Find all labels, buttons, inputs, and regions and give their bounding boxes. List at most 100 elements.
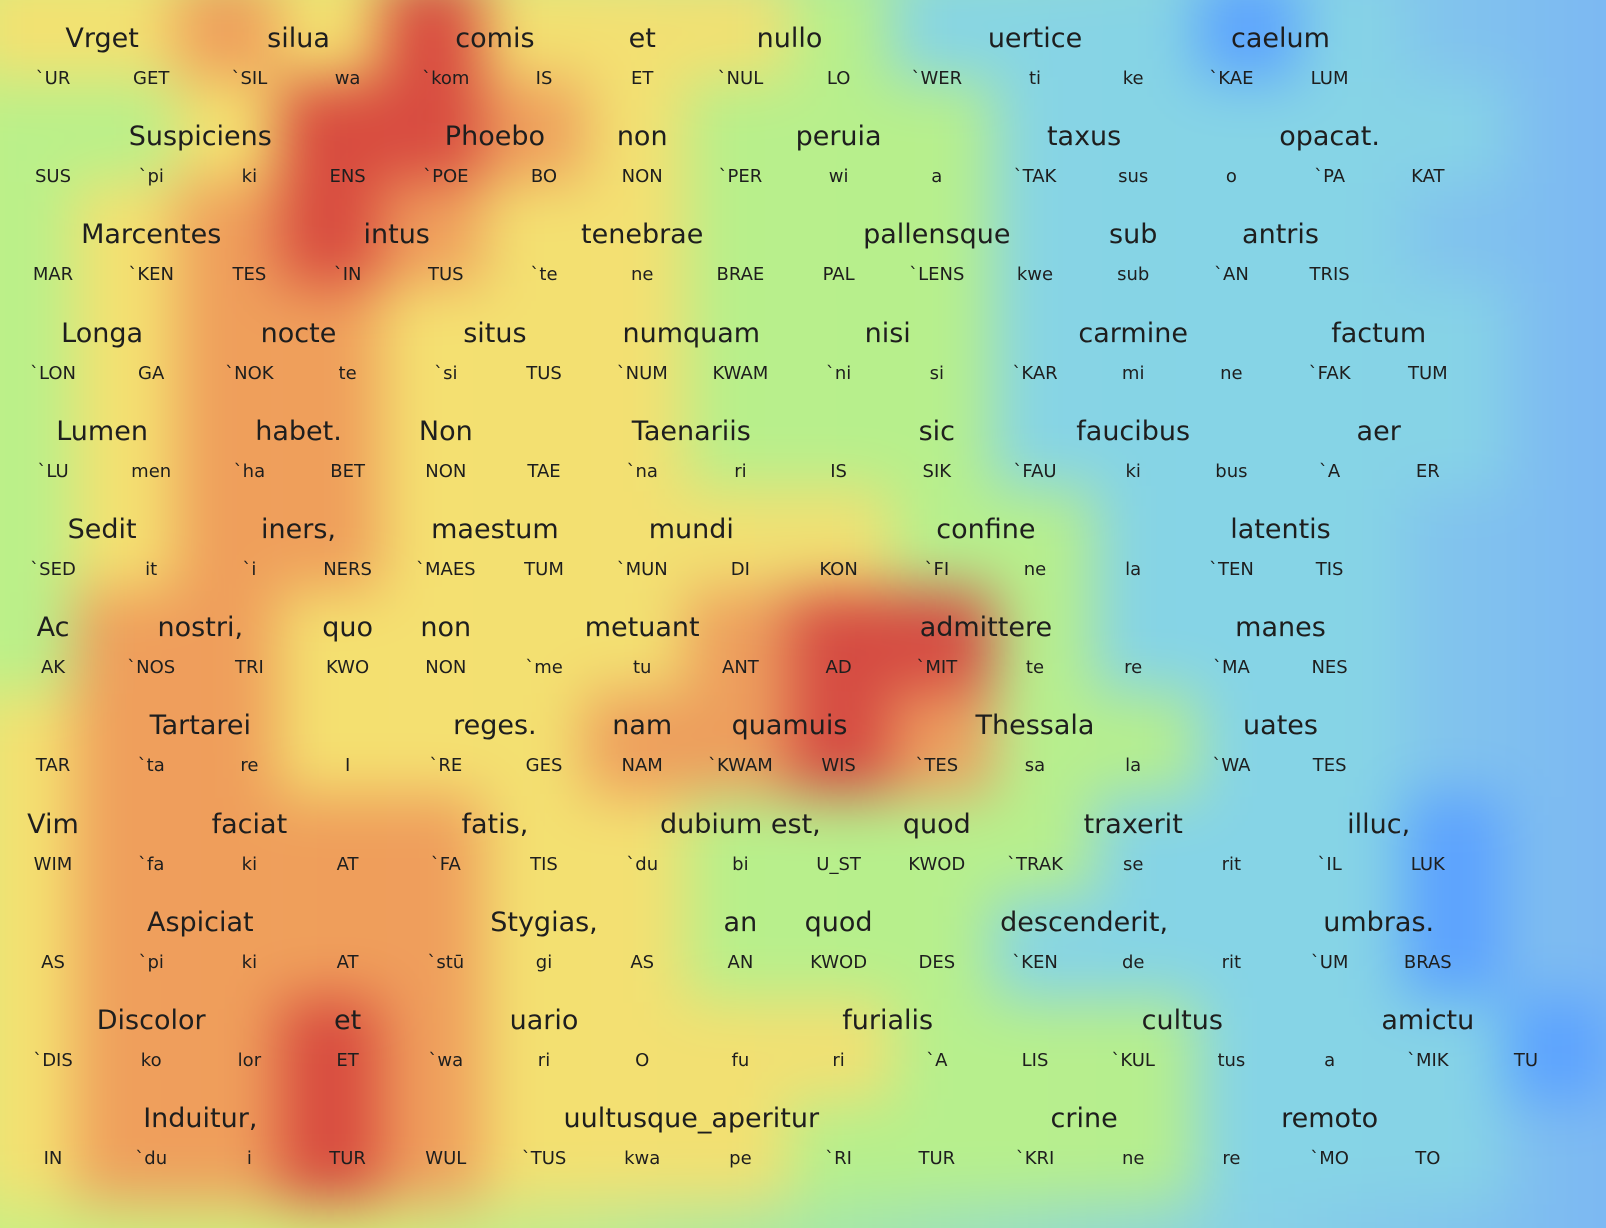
syllable-label: `du	[626, 853, 659, 875]
verse-word: factum	[1331, 317, 1427, 349]
heat-cell	[380, 181, 483, 284]
syllable-label: `na	[626, 460, 658, 482]
syllable-label: de	[1121, 951, 1145, 973]
syllable-label: IS	[535, 68, 553, 89]
verse-word: pallensque	[863, 219, 1011, 251]
syllable-label: `MA	[1212, 657, 1250, 679]
verse-word: aer	[1356, 415, 1401, 447]
syllable-label: IN	[43, 1148, 63, 1170]
heat-cell	[584, 181, 687, 284]
syllable-label: NAM	[621, 755, 663, 777]
heat-cell	[584, 386, 687, 489]
heat-cell	[891, 794, 994, 897]
syllable-label: O	[635, 1050, 650, 1071]
heat-cell	[584, 1100, 687, 1204]
syllable-label: pe	[729, 1148, 752, 1170]
syllable-label: `POE	[423, 166, 469, 188]
heat-cell	[1095, 794, 1198, 897]
syllable-label: `KAE	[1209, 68, 1254, 89]
syllable-label: men	[131, 460, 172, 482]
verse-word: comis	[455, 23, 535, 54]
syllable-label: `KEN	[128, 264, 175, 286]
verse-word: Vrget	[65, 23, 139, 54]
verse-word: Non	[418, 415, 473, 447]
syllable-label: `RE	[429, 755, 463, 777]
heat-cell	[686, 896, 789, 999]
heat-cell	[380, 1100, 483, 1204]
syllable-label: `pi	[138, 951, 164, 973]
heat-cell	[0, 181, 75, 284]
heat-cell	[176, 590, 279, 693]
syllable-label: `KEN	[1012, 951, 1058, 973]
heat-cell	[891, 1100, 994, 1204]
syllable-label: a	[1324, 1050, 1336, 1071]
verse-word: tenebrae	[581, 219, 704, 251]
syllable-label: `TEN	[1208, 559, 1254, 580]
syllable-label: si	[929, 362, 944, 384]
heat-cell	[993, 79, 1096, 182]
heat-cell	[176, 488, 279, 591]
heat-cell	[686, 283, 789, 387]
heat-cell	[74, 386, 177, 489]
verse-word: traxerit	[1083, 808, 1183, 840]
verse-word: opacat.	[1279, 121, 1380, 153]
syllable-label: `PER	[718, 166, 763, 188]
heat-cell	[1095, 283, 1198, 387]
heat-cell	[1095, 488, 1198, 591]
heat-cell	[1197, 181, 1300, 284]
syllable-label: `NOK	[225, 362, 274, 384]
heat-cell	[278, 590, 381, 693]
syllable-label: ki	[241, 166, 258, 188]
syllable-label: it	[145, 559, 158, 580]
syllable-label: `pi	[138, 166, 164, 188]
heat-cell	[1197, 283, 1300, 387]
heat-cell	[1299, 692, 1402, 795]
heat-cell	[1299, 488, 1402, 591]
heat-cell	[74, 998, 177, 1101]
syllable-label: TUR	[918, 1148, 956, 1170]
syllable-label: i	[246, 1148, 252, 1170]
verse-line: Longa nocte situs numquam nisi carmine factum `…	[0, 317, 1606, 397]
verse-word: peruia	[795, 121, 882, 153]
verse-word: uario	[509, 1005, 579, 1036]
syllable-label: LUK	[1410, 853, 1445, 875]
heat-cell	[74, 0, 177, 80]
heat-cell	[1095, 1100, 1198, 1204]
verse-line: Suspiciens Phoebo non peruia taxus opacat. SUS…	[0, 120, 1606, 200]
verse-word: intus	[363, 219, 430, 251]
syllable-label: re	[1124, 657, 1143, 679]
syllable-label: `MO	[1310, 1148, 1349, 1170]
heat-cell	[584, 692, 687, 795]
heat-cell	[380, 283, 483, 387]
heat-cell	[278, 488, 381, 591]
syllable-label: ANT	[722, 657, 759, 679]
heat-cell	[0, 998, 75, 1101]
heat-cell	[380, 79, 483, 182]
heat-cell	[993, 998, 1096, 1101]
heat-cell	[0, 488, 75, 591]
syllable-label: bus	[1215, 460, 1248, 482]
syllable-label: `ha	[233, 460, 266, 482]
syllable-label: `TUS	[521, 1148, 567, 1170]
heat-cell	[891, 998, 994, 1101]
heat-cell	[482, 79, 585, 182]
verse-word: situs	[463, 317, 527, 349]
verse-word: Marcentes	[81, 219, 222, 251]
syllable-label: `kom	[422, 68, 470, 89]
heat-cell	[788, 590, 892, 693]
syllable-label: re	[1222, 1148, 1241, 1170]
syllable-label: KWAM	[712, 362, 769, 384]
heat-cell	[993, 283, 1096, 387]
heat-cell	[1401, 998, 1504, 1101]
heat-cell	[278, 1100, 381, 1204]
verse-word: nocte	[260, 317, 337, 349]
verse-line: Discolor et uario furialis cultus amictu `DIS k…	[0, 1004, 1606, 1084]
heat-cell	[891, 590, 994, 693]
heat-cell	[891, 181, 994, 284]
syllable-label: ko	[140, 1050, 162, 1071]
verse-word: Taenariis	[631, 415, 751, 447]
heat-cell	[176, 283, 279, 387]
syllable-label: `DIS	[33, 1050, 73, 1071]
heat-cell	[1197, 794, 1300, 897]
